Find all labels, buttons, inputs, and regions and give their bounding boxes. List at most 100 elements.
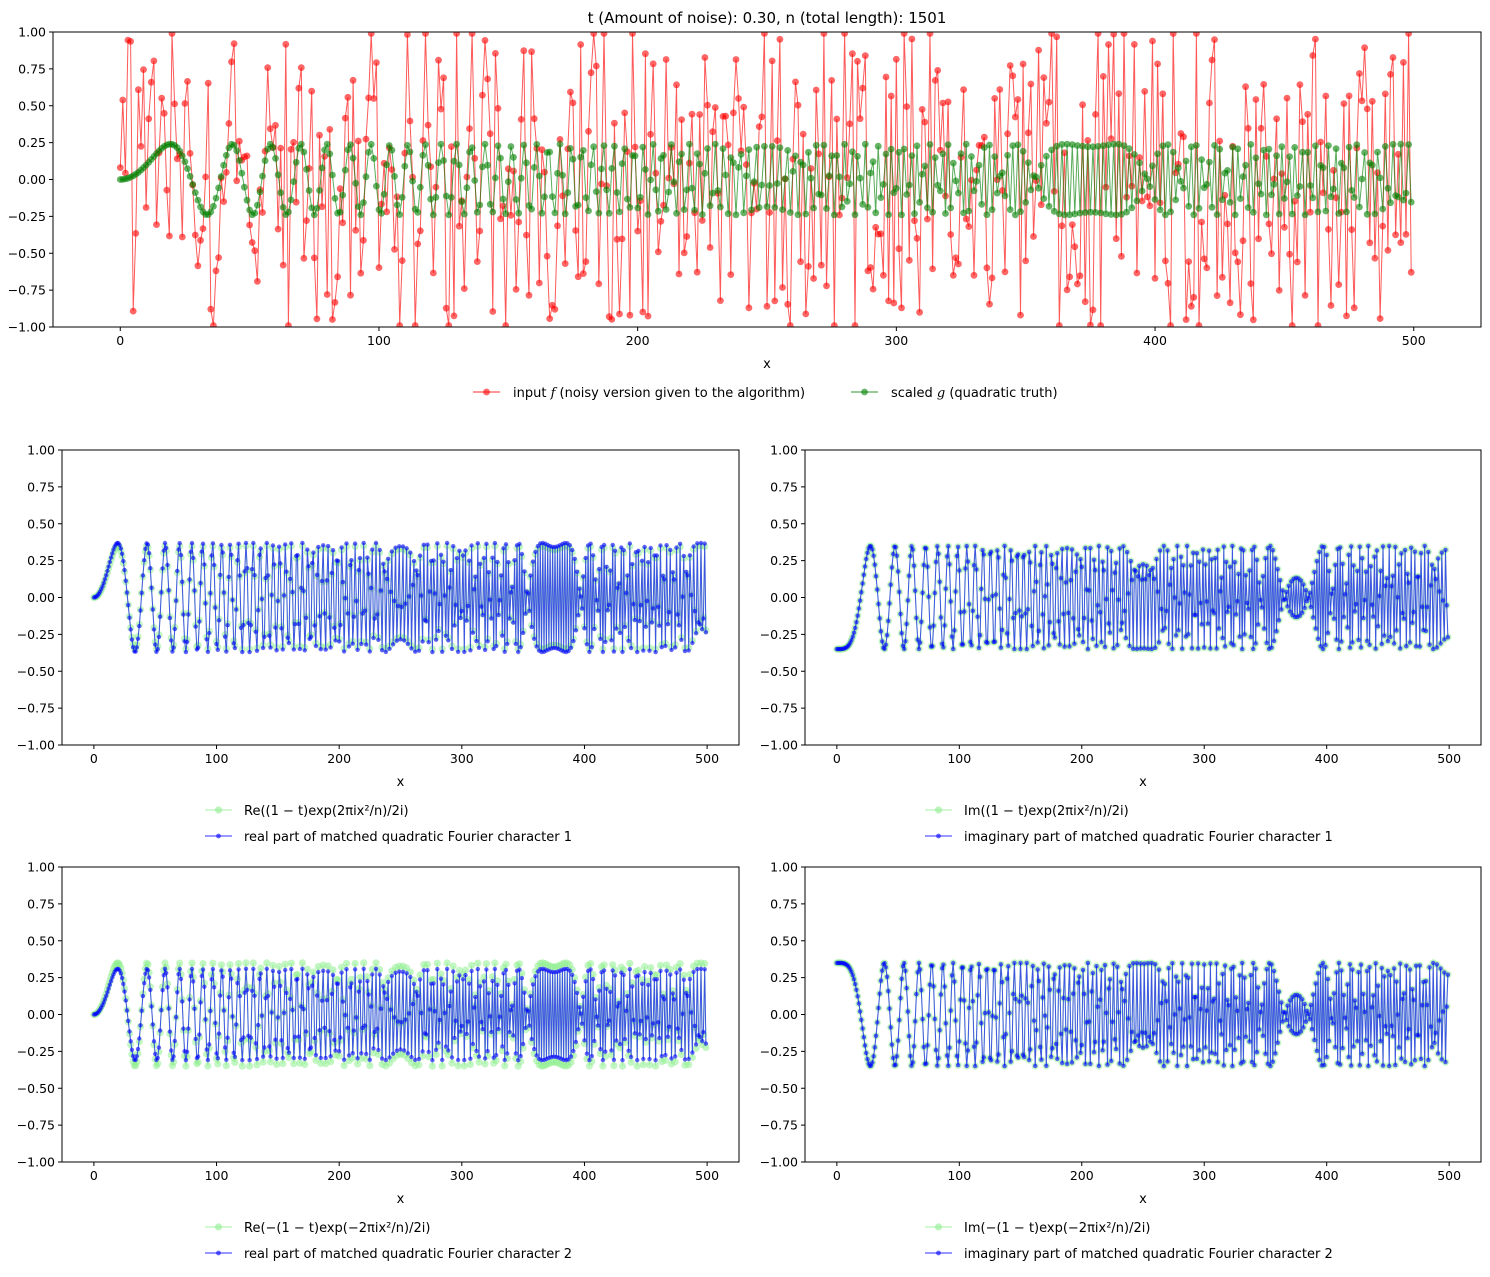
data-point: [328, 645, 333, 650]
data-point: [232, 1054, 238, 1060]
data-point: [639, 308, 647, 316]
data-point: [489, 616, 494, 621]
data-point: [727, 271, 735, 278]
data-point: [145, 115, 153, 123]
data-point: [577, 1005, 582, 1010]
data-point: [1412, 549, 1418, 554]
data-point: [1366, 239, 1374, 247]
data-point: [985, 966, 990, 972]
data-point: [686, 1056, 691, 1062]
data-point: [1071, 243, 1079, 251]
data-point: [1335, 210, 1343, 217]
data-point: [937, 579, 942, 584]
data-point: [970, 187, 978, 195]
data-point: [1110, 32, 1118, 38]
data-point: [621, 145, 629, 153]
data-point: [471, 587, 477, 592]
data-point: [685, 573, 690, 578]
data-point: [701, 54, 709, 61]
data-point: [252, 573, 257, 578]
data-point: [1068, 141, 1076, 149]
data-point: [1195, 961, 1201, 966]
data-point: [422, 141, 429, 149]
data-point: [1260, 574, 1266, 579]
data-point: [135, 636, 141, 641]
data-point: [933, 1047, 939, 1053]
data-point: [1053, 565, 1059, 571]
data-point: [686, 159, 693, 167]
data-point: [186, 172, 194, 180]
data-point: [1095, 1004, 1100, 1009]
legend-marker: [214, 806, 223, 814]
data-point: [878, 629, 884, 634]
data-point: [902, 646, 907, 652]
data-point: [849, 148, 856, 156]
data-point: [316, 131, 323, 139]
data-point: [675, 270, 683, 278]
data-point: [197, 1032, 202, 1037]
data-point: [324, 578, 330, 583]
data-point: [573, 1039, 579, 1045]
data-point: [162, 966, 168, 971]
data-point: [693, 1042, 699, 1047]
data-point: [455, 1057, 461, 1063]
data-point: [1402, 547, 1408, 553]
data-point: [1326, 568, 1332, 574]
data-point: [176, 972, 181, 977]
data-point: [329, 316, 336, 323]
data-point: [942, 192, 949, 200]
data-point: [1394, 628, 1399, 633]
data-point: [740, 209, 748, 217]
data-point: [233, 147, 241, 155]
data-point: [1260, 81, 1268, 88]
data-point: [1001, 268, 1009, 276]
data-point: [408, 550, 413, 555]
data-point: [823, 205, 830, 212]
data-point: [679, 1047, 684, 1053]
data-point: [969, 964, 974, 969]
data-point: [167, 615, 173, 621]
data-point: [388, 589, 393, 594]
data-point: [290, 178, 297, 186]
data-point: [1356, 70, 1363, 77]
data-point: [349, 558, 354, 563]
data-point: [107, 982, 113, 987]
data-point: [313, 315, 321, 323]
data-point: [1002, 1063, 1007, 1069]
data-point: [1312, 35, 1319, 43]
data-point: [338, 1035, 343, 1040]
data-point: [519, 551, 525, 557]
data-point: [862, 564, 868, 569]
data-point: [467, 558, 472, 563]
data-point: [1064, 545, 1070, 551]
data-point: [949, 634, 955, 639]
data-point: [682, 1057, 688, 1062]
data-point: [904, 985, 909, 991]
data-point: [116, 164, 124, 172]
data-point: [140, 975, 148, 983]
data-point: [593, 577, 598, 582]
x-tick-label: 400: [573, 751, 597, 766]
data-point: [1169, 32, 1177, 37]
data-point: [1055, 210, 1063, 218]
data-point: [1239, 237, 1247, 245]
data-point: [1000, 979, 1005, 985]
data-point: [856, 606, 862, 611]
data-point: [356, 973, 364, 981]
data-point: [104, 573, 109, 578]
data-point: [459, 1023, 464, 1029]
data-point: [243, 196, 251, 204]
data-point: [1046, 964, 1051, 969]
data-point: [1134, 646, 1140, 652]
data-point: [613, 235, 621, 243]
data-point: [988, 274, 996, 282]
data-point: [980, 1059, 985, 1065]
data-point: [121, 981, 126, 987]
data-point: [1334, 637, 1339, 642]
data-point: [620, 1058, 625, 1063]
data-point: [507, 211, 515, 219]
data-point: [1341, 614, 1347, 620]
x-tick-label: 300: [884, 333, 908, 348]
data-point: [934, 67, 942, 74]
data-point: [121, 558, 126, 564]
